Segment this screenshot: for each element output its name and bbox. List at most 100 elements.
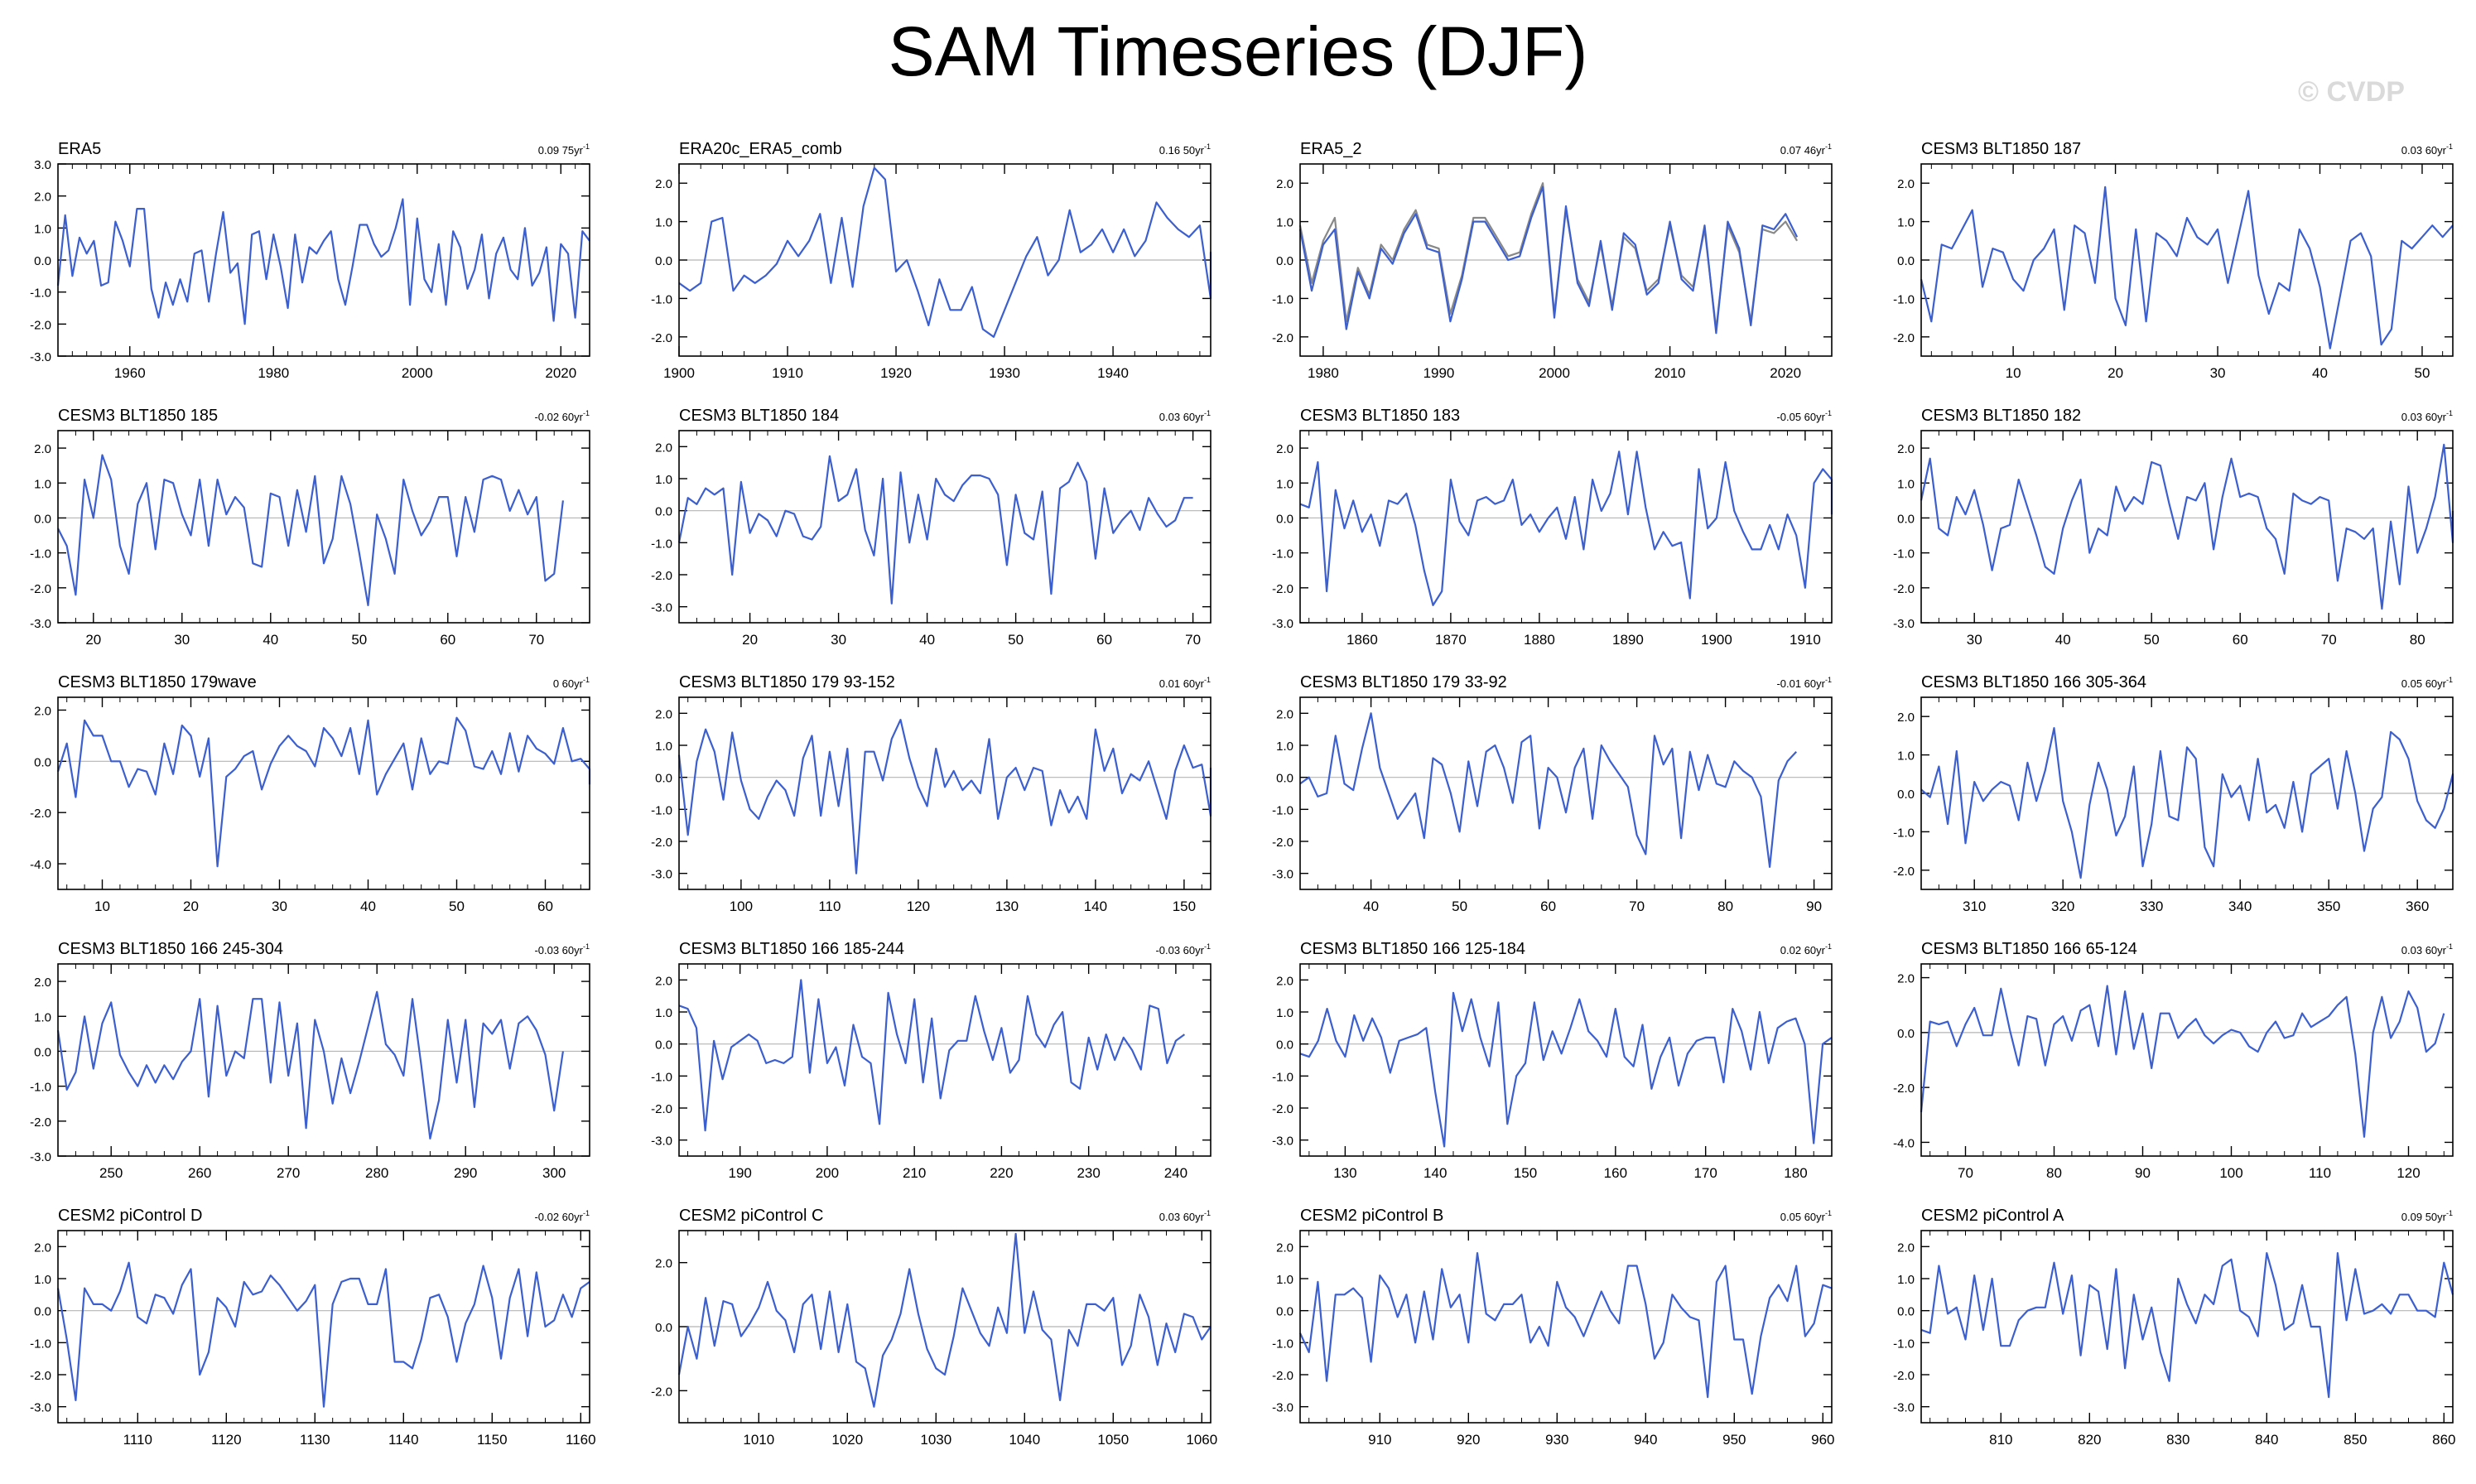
x-tick-label: 220 <box>990 1165 1013 1181</box>
x-tick-label: 160 <box>1604 1165 1627 1181</box>
y-tick-label: 0.0 <box>655 505 672 519</box>
panel-title: CESM3 BLT1850 187 <box>1921 140 2081 158</box>
y-tick-label: 0.0 <box>655 1321 672 1335</box>
y-tick-label: -1.0 <box>1893 1337 1915 1351</box>
y-tick-label: 0.0 <box>1276 1038 1293 1053</box>
y-tick-label: -2.0 <box>30 1115 51 1130</box>
y-tick-label: 2.0 <box>1897 177 1915 191</box>
trend-exponent: -1 <box>2446 942 2453 951</box>
x-tick-label: 1900 <box>1701 632 1732 648</box>
trend-exponent: -1 <box>583 142 590 151</box>
series-line <box>1299 991 1833 1148</box>
x-tick-label: 60 <box>1540 899 1556 914</box>
y-tick-label: -2.0 <box>651 1102 672 1116</box>
plot-frame <box>1920 696 2454 890</box>
x-tick-label: 1870 <box>1435 632 1467 648</box>
y-tick-label: -3.0 <box>1272 1135 1293 1149</box>
series-line <box>1920 985 2445 1138</box>
y-tick-label: 0.0 <box>1276 1305 1293 1319</box>
x-tick-label: 40 <box>263 632 278 648</box>
y-tick-label: 0.0 <box>34 512 51 526</box>
x-tick-label: 920 <box>1457 1432 1480 1448</box>
chart-panel-8: CESM3 BLT1850 182 0.03 60yr-1 2.0 1.0 0.0 -1.… <box>1893 407 2454 648</box>
chart-panel-13: CESM3 BLT1850 166 245-304 -0.03 60yr-1 2.0… <box>30 940 590 1181</box>
y-tick-label: 0.0 <box>1276 772 1293 786</box>
x-tick-label: 1910 <box>1790 632 1821 648</box>
x-tick-label: 110 <box>2309 1165 2331 1181</box>
series-line <box>1299 1251 1833 1399</box>
y-tick-label: 2.0 <box>655 974 672 988</box>
y-tick-label: -2.0 <box>30 318 51 332</box>
y-tick-label: -1.0 <box>1893 826 1915 840</box>
y-tick-label: -2.0 <box>30 807 51 821</box>
y-tick-label: 2.0 <box>1276 707 1293 721</box>
panel-title: CESM3 BLT1850 184 <box>679 407 839 425</box>
chart-panel-19: CESM2 piControl B 0.05 60yr-1 2.0 1.0 0.0 -1.… <box>1272 1207 1834 1448</box>
panel-title: CESM3 BLT1850 182 <box>1921 407 2081 425</box>
series-line <box>678 166 1212 338</box>
series-line <box>677 718 1212 874</box>
x-tick-label: 110 <box>818 899 841 914</box>
y-tick-label: 0.0 <box>1897 254 1915 268</box>
trend-exponent: -1 <box>1204 409 1211 417</box>
x-tick-label: 1990 <box>1423 365 1455 381</box>
trend-label: -0.03 60yr-1 <box>534 942 590 956</box>
chart-panel-6: CESM3 BLT1850 184 0.03 60yr-1 2.0 1.0 0.0 -1.… <box>651 407 1212 648</box>
y-tick-label: 0.0 <box>655 254 672 268</box>
x-tick-label: 120 <box>2397 1165 2420 1181</box>
panel-title: CESM3 BLT1850 185 <box>58 407 218 425</box>
panel-title: CESM3 BLT1850 179 33-92 <box>1300 673 1507 691</box>
panel-title: CESM3 BLT1850 166 305-364 <box>1921 673 2146 691</box>
chart-panel-7: CESM3 BLT1850 183 -0.05 60yr-1 2.0 1.0 0.0 -1… <box>1272 407 1833 648</box>
x-tick-label: 1160 <box>566 1432 596 1448</box>
y-tick-label: -3.0 <box>1893 617 1915 631</box>
x-tick-label: 1920 <box>880 365 912 381</box>
series-line <box>57 454 564 607</box>
chart-panel-20: CESM2 piControl A 0.09 50yr-1 2.0 1.0 0.0 -1.… <box>1893 1207 2455 1448</box>
trend-label: 0.03 60yr-1 <box>2401 942 2453 956</box>
plot-frame <box>57 696 590 890</box>
x-tick-label: 20 <box>85 632 101 648</box>
trend-exponent: -1 <box>583 409 590 417</box>
trend-exponent: -1 <box>1825 942 1832 951</box>
x-tick-label: 1150 <box>477 1432 508 1448</box>
series-line <box>1920 1251 2454 1399</box>
y-tick-label: 0.0 <box>34 1305 51 1319</box>
x-tick-label: 230 <box>1077 1165 1100 1181</box>
x-tick-label: 290 <box>454 1165 477 1181</box>
x-tick-label: 150 <box>1173 899 1196 914</box>
x-tick-label: 1030 <box>920 1432 951 1448</box>
x-tick-label: 80 <box>2046 1165 2062 1181</box>
trend-label: 0.09 75yr-1 <box>538 142 590 157</box>
x-tick-label: 60 <box>440 632 455 648</box>
trend-exponent: -1 <box>2446 409 2453 417</box>
x-tick-label: 950 <box>1722 1432 1746 1448</box>
x-tick-label: 2020 <box>1770 365 1801 381</box>
chart-panel-11: CESM3 BLT1850 179 33-92 -0.01 60yr-1 2.0 1.… <box>1272 673 1833 914</box>
x-tick-label: 340 <box>2228 899 2252 914</box>
chart-panel-2: ERA20c_ERA5_comb 0.16 50yr-1 2.0 1.0 0.0 -1.0… <box>651 140 1212 381</box>
x-tick-label: 910 <box>1368 1432 1391 1448</box>
x-tick-label: 120 <box>907 899 930 914</box>
x-tick-label: 300 <box>542 1165 566 1181</box>
plot-frame <box>1920 1230 2454 1424</box>
y-tick-label: 0.0 <box>1897 788 1915 802</box>
plot-frame <box>678 163 1212 357</box>
plot-frame <box>57 430 590 624</box>
trend-label: 0 60yr-1 <box>553 676 590 690</box>
y-tick-label: -1.0 <box>651 537 672 551</box>
trend-exponent: -1 <box>1204 1209 1211 1217</box>
y-tick-label: 2.0 <box>1276 974 1293 988</box>
y-tick-label: -3.0 <box>1272 1401 1293 1415</box>
y-tick-label: -1.0 <box>1272 803 1293 817</box>
x-tick-label: 1890 <box>1612 632 1644 648</box>
panel-title: CESM3 BLT1850 179 93-152 <box>679 673 895 691</box>
trend-exponent: -1 <box>1204 676 1211 684</box>
panel-title: CESM2 piControl A <box>1921 1207 2064 1225</box>
x-tick-label: 180 <box>1784 1165 1807 1181</box>
series-line <box>56 1261 590 1408</box>
x-tick-label: 20 <box>2107 365 2123 381</box>
y-tick-label: 0.0 <box>1897 512 1915 526</box>
y-tick-label: 0.0 <box>1276 254 1293 268</box>
trend-exponent: -1 <box>2446 676 2453 684</box>
